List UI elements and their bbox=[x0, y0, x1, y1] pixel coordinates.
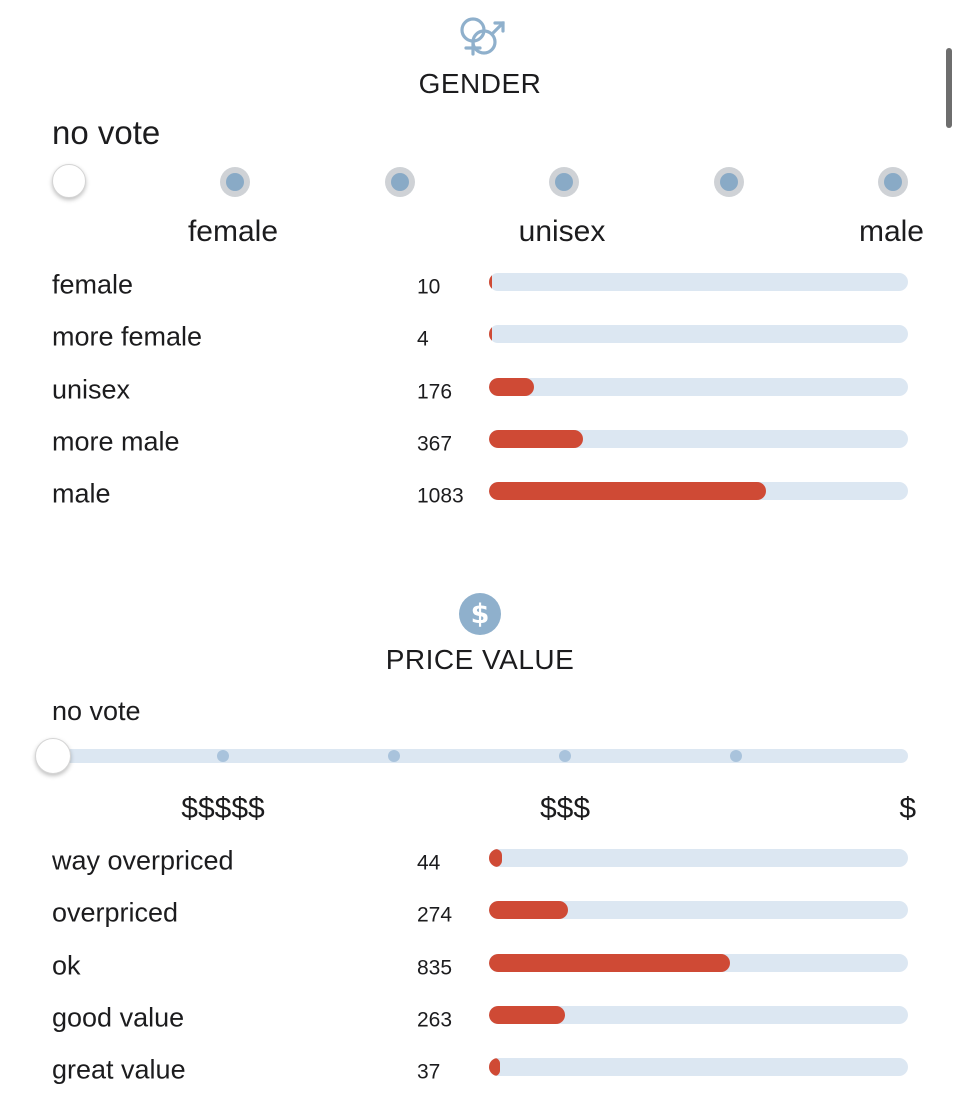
vote-row-count-ok: 835 bbox=[417, 955, 453, 979]
vote-bar-fill-way-overpriced bbox=[489, 849, 502, 867]
vote-bar-track-more-female bbox=[489, 325, 908, 344]
gender-option-male[interactable] bbox=[878, 167, 908, 197]
vote-row-label-male: male bbox=[52, 478, 111, 509]
vote-row-count-way-overpriced: 44 bbox=[417, 851, 441, 875]
vote-row-count-more-male: 367 bbox=[417, 432, 453, 456]
vote-bar-track-good-value bbox=[489, 1005, 908, 1024]
vote-bar-fill-more-male bbox=[489, 429, 583, 448]
gender-scale-label-female: female bbox=[187, 215, 279, 248]
price-slider-tick bbox=[388, 750, 400, 762]
gender-scale-label-unisex: unisex bbox=[518, 215, 606, 248]
vote-bar-track-unisex bbox=[489, 377, 908, 396]
vote-bar-fill-ok bbox=[489, 953, 730, 972]
vote-row-label-more-female: more female bbox=[52, 321, 203, 352]
vote-bar-fill-overpriced bbox=[489, 901, 569, 920]
vote-row-label-way-overpriced: way overpriced bbox=[52, 845, 234, 876]
vote-bar-fill-great-value bbox=[489, 1058, 500, 1077]
vote-row-count-overpriced: 274 bbox=[417, 903, 453, 927]
vote-bar-fill-female bbox=[489, 273, 492, 291]
vote-row-label-good-value: good value bbox=[52, 1002, 185, 1033]
price-slider-tick bbox=[730, 750, 742, 762]
price-scale-label-most-expensive: $$$$$ bbox=[181, 792, 265, 825]
price-section-icon-wrap: $ bbox=[0, 592, 960, 636]
price-section-title: PRICE VALUE bbox=[385, 644, 575, 675]
vote-bar-track-great-value bbox=[489, 1058, 908, 1077]
vote-bar-fill-male bbox=[489, 482, 766, 501]
vote-row-label-ok: ok bbox=[52, 950, 81, 981]
vote-bar-track-ok bbox=[489, 953, 908, 972]
gender-option-no-vote-knob[interactable] bbox=[52, 164, 86, 198]
gender-scale-label-male: male bbox=[858, 215, 924, 248]
gender-icon bbox=[460, 17, 505, 56]
gender-section-icon-wrap bbox=[0, 12, 960, 62]
price-vote-status: no vote bbox=[52, 696, 141, 726]
price-slider-tick bbox=[559, 750, 571, 762]
vote-row-label-overpriced: overpriced bbox=[52, 897, 179, 928]
svg-text:$: $ bbox=[471, 599, 490, 630]
vote-row-label-great-value: great value bbox=[52, 1054, 186, 1085]
price-slider-tick bbox=[217, 750, 229, 762]
page-scrollbar[interactable] bbox=[946, 48, 952, 128]
vote-bar-track-way-overpriced bbox=[489, 849, 908, 867]
vote-bar-track-overpriced bbox=[489, 901, 908, 920]
gender-option-female[interactable] bbox=[220, 167, 250, 197]
price-slider-track[interactable] bbox=[52, 749, 908, 763]
vote-row-label-more-male: more male bbox=[52, 426, 180, 457]
vote-bar-track-female bbox=[489, 273, 908, 291]
vote-bar-fill-unisex bbox=[489, 377, 534, 396]
gender-option-unisex[interactable] bbox=[549, 167, 579, 197]
vote-row-label-unisex: unisex bbox=[52, 374, 131, 405]
price-scale-label-cheap: $ bbox=[899, 792, 916, 825]
gender-vote-status: no vote bbox=[52, 114, 161, 151]
vote-row-count-great-value: 37 bbox=[417, 1060, 441, 1084]
dollar-coin-icon: $ bbox=[459, 593, 501, 635]
vote-row-count-unisex: 176 bbox=[417, 379, 453, 403]
vote-row-count-female: 10 bbox=[417, 275, 441, 299]
vote-row-count-male: 1083 bbox=[417, 484, 464, 508]
vote-bar-track-more-male bbox=[489, 429, 908, 448]
price-scale-label-mid: $$$ bbox=[539, 792, 591, 825]
vote-bar-fill-more-female bbox=[489, 325, 492, 344]
vote-bar-track-male bbox=[489, 482, 908, 501]
gender-option-more-male[interactable] bbox=[714, 167, 744, 197]
vote-row-count-good-value: 263 bbox=[417, 1008, 453, 1032]
gender-option-more-female[interactable] bbox=[385, 167, 415, 197]
vote-row-label-female: female bbox=[52, 269, 134, 300]
price-slider-knob[interactable] bbox=[35, 738, 71, 774]
vote-row-count-more-female: 4 bbox=[417, 327, 429, 351]
gender-section-title: GENDER bbox=[418, 68, 542, 99]
vote-bar-fill-good-value bbox=[489, 1005, 565, 1024]
